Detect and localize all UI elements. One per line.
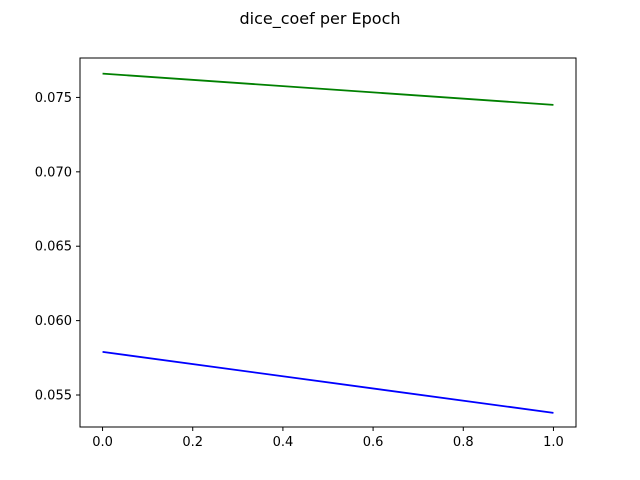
y-tick-label: 0.065	[35, 240, 72, 255]
series-layer	[102, 72, 554, 414]
y-tick-label: 0.055	[35, 389, 72, 404]
chart-title: dice_coef per Epoch	[239, 9, 400, 29]
x-tick-label: 0.6	[363, 435, 384, 450]
x-axis: 0.0 0.2 0.4 0.6 0.8 1.0	[92, 427, 564, 450]
axes-frame	[79, 57, 577, 428]
y-axis: 0.055 0.060 0.065 0.070 0.075	[35, 91, 80, 404]
x-tick-label: 0.8	[453, 435, 474, 450]
series-line-1	[102, 350, 554, 414]
series-line-2	[102, 72, 554, 106]
x-tick-label: 0.4	[273, 435, 294, 450]
x-tick-label: 0.2	[182, 435, 203, 450]
y-tick-label: 0.070	[35, 165, 72, 180]
x-tick-label: 0.0	[92, 435, 113, 450]
x-tick-label: 1.0	[543, 435, 564, 450]
y-tick-label: 0.060	[35, 314, 72, 329]
y-tick-label: 0.075	[35, 91, 72, 106]
plot-area: 0.0 0.2 0.4 0.6 0.8 1.0 0.0550.0600.0650.0700…	[35, 57, 577, 450]
